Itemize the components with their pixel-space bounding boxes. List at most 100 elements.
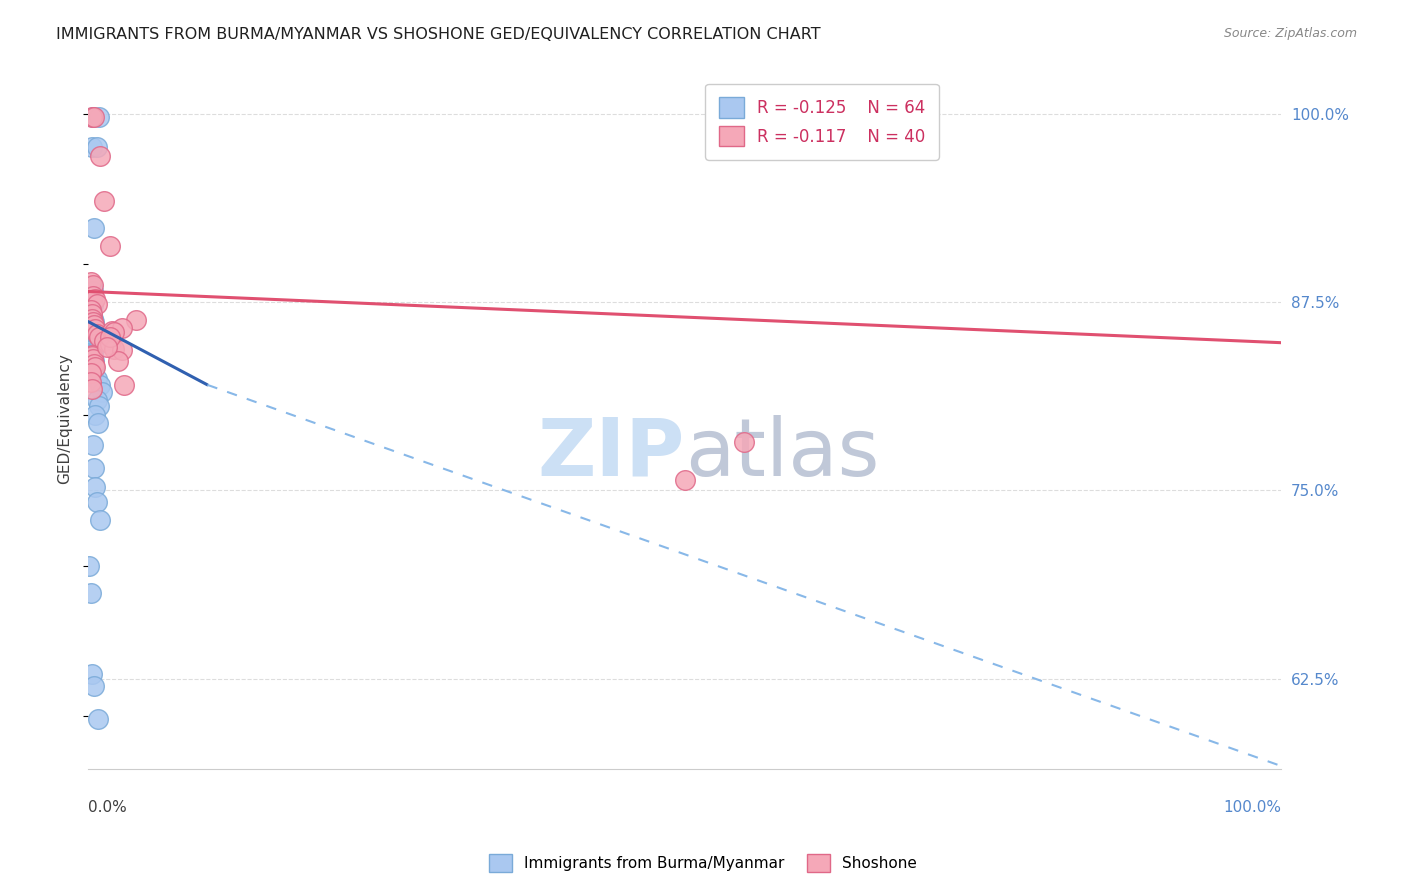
Point	[80, 368, 103, 383]
Point	[83, 353, 105, 368]
Point	[80, 349, 103, 363]
Point	[98, 337, 121, 351]
Point	[80, 340, 103, 354]
Point	[83, 357, 105, 371]
Point	[82, 278, 104, 293]
Point	[84, 359, 107, 374]
Point	[103, 325, 125, 339]
Point	[86, 140, 108, 154]
Point	[83, 110, 105, 124]
Point	[86, 296, 108, 310]
Point	[80, 140, 103, 154]
Point	[80, 320, 103, 334]
Point	[82, 438, 104, 452]
Text: 0.0%: 0.0%	[89, 799, 127, 814]
Point	[125, 313, 148, 327]
Point	[98, 329, 121, 343]
Point	[93, 334, 115, 348]
Point	[86, 326, 108, 341]
Point	[83, 221, 105, 235]
Point	[110, 343, 132, 358]
Point	[83, 329, 105, 343]
Point	[84, 292, 107, 306]
Legend: Immigrants from Burma/Myanmar, Shoshone: Immigrants from Burma/Myanmar, Shoshone	[481, 846, 925, 880]
Point	[80, 339, 103, 353]
Point	[80, 349, 103, 363]
Point	[82, 352, 104, 367]
Y-axis label: GED/Equivalency: GED/Equivalency	[58, 353, 72, 484]
Point	[82, 364, 104, 378]
Text: ZIP: ZIP	[537, 415, 685, 492]
Point	[82, 326, 104, 341]
Point	[82, 353, 104, 368]
Point	[87, 110, 110, 124]
Legend: R = -0.125    N = 64, R = -0.117    N = 40: R = -0.125 N = 64, R = -0.117 N = 40	[706, 84, 939, 160]
Point	[82, 289, 104, 303]
Point	[80, 667, 103, 681]
Point	[80, 383, 103, 397]
Point	[83, 318, 105, 332]
Point	[101, 324, 124, 338]
Point	[82, 315, 104, 329]
Point	[733, 435, 755, 450]
Point	[89, 513, 111, 527]
Point	[80, 348, 103, 362]
Point	[80, 307, 103, 321]
Point	[82, 298, 104, 312]
Point	[84, 408, 107, 422]
Point	[80, 311, 103, 326]
Point	[82, 352, 104, 367]
Point	[79, 276, 101, 290]
Point	[80, 344, 103, 359]
Point	[80, 355, 103, 369]
Point	[82, 110, 104, 124]
Point	[83, 460, 105, 475]
Point	[82, 311, 104, 326]
Point	[80, 343, 103, 358]
Point	[84, 333, 107, 347]
Text: IMMIGRANTS FROM BURMA/MYANMAR VS SHOSHONE GED/EQUIVALENCY CORRELATION CHART: IMMIGRANTS FROM BURMA/MYANMAR VS SHOSHON…	[56, 27, 821, 42]
Point	[79, 586, 101, 600]
Point	[82, 357, 104, 371]
Point	[103, 342, 125, 356]
Point	[673, 473, 696, 487]
Point	[82, 343, 104, 358]
Point	[89, 377, 111, 392]
Point	[80, 324, 103, 338]
Point	[110, 320, 132, 334]
Point	[80, 363, 103, 377]
Point	[82, 359, 104, 373]
Point	[83, 361, 105, 376]
Point	[79, 302, 101, 317]
Point	[87, 399, 110, 413]
Point	[79, 348, 101, 362]
Point	[82, 342, 104, 356]
Text: atlas: atlas	[685, 415, 879, 492]
Point	[83, 359, 105, 374]
Point	[93, 194, 115, 208]
Point	[98, 239, 121, 253]
Point	[107, 353, 129, 368]
Point	[84, 480, 107, 494]
Point	[80, 351, 103, 365]
Point	[80, 364, 103, 378]
Point	[83, 679, 105, 693]
Point	[87, 329, 110, 343]
Point	[80, 110, 103, 124]
Point	[79, 361, 101, 376]
Point	[86, 372, 108, 386]
Point	[79, 305, 101, 319]
Point	[79, 366, 101, 380]
Point	[83, 315, 105, 329]
Point	[86, 392, 108, 407]
Point	[79, 335, 101, 350]
Point	[86, 712, 108, 726]
Point	[86, 495, 108, 509]
Point	[82, 346, 104, 360]
Point	[80, 357, 103, 371]
Point	[80, 295, 103, 310]
Point	[86, 416, 108, 430]
Point	[84, 322, 107, 336]
Point	[91, 385, 114, 400]
Point	[79, 298, 101, 312]
